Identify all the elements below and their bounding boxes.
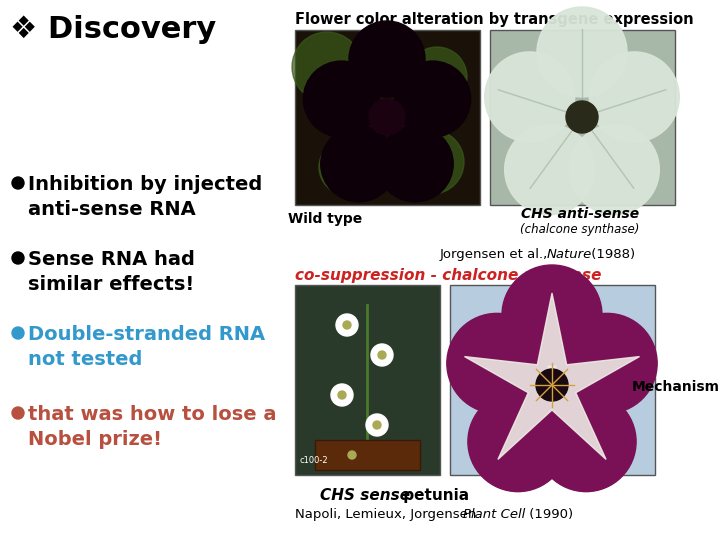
Circle shape — [377, 126, 453, 202]
Text: Nature: Nature — [547, 248, 593, 261]
Circle shape — [371, 344, 393, 366]
Circle shape — [505, 125, 595, 214]
Circle shape — [407, 47, 467, 107]
Circle shape — [338, 391, 346, 399]
Text: Mechanism?: Mechanism? — [632, 380, 720, 394]
Text: ❖ Discovery: ❖ Discovery — [10, 15, 216, 44]
Text: (chalcone synthase): (chalcone synthase) — [521, 223, 639, 236]
Circle shape — [369, 99, 405, 135]
Circle shape — [373, 421, 381, 429]
Circle shape — [536, 392, 636, 491]
Circle shape — [336, 314, 358, 336]
Bar — [295, 30, 480, 205]
Bar — [490, 30, 675, 205]
Circle shape — [12, 177, 24, 189]
Circle shape — [348, 451, 356, 459]
Text: Flower color alteration by transgene expression: Flower color alteration by transgene exp… — [295, 12, 693, 27]
Circle shape — [570, 125, 660, 214]
Text: Inhibition by injected
anti-sense RNA: Inhibition by injected anti-sense RNA — [28, 175, 262, 219]
Circle shape — [557, 313, 657, 413]
Text: CHS sense: CHS sense — [320, 488, 410, 503]
Circle shape — [12, 407, 24, 419]
Text: Plant Cell: Plant Cell — [463, 508, 526, 521]
Polygon shape — [464, 293, 639, 460]
Circle shape — [536, 369, 568, 401]
Text: Napoli, Lemieux, Jorgensen.: Napoli, Lemieux, Jorgensen. — [295, 508, 485, 521]
Text: Double-stranded RNA
not tested: Double-stranded RNA not tested — [28, 325, 265, 369]
Circle shape — [12, 327, 24, 339]
Circle shape — [292, 32, 362, 102]
Circle shape — [395, 61, 471, 137]
Circle shape — [566, 101, 598, 133]
Circle shape — [341, 444, 363, 466]
Circle shape — [349, 21, 425, 97]
Circle shape — [447, 313, 546, 413]
Circle shape — [485, 52, 575, 142]
Text: c100-2: c100-2 — [300, 456, 328, 465]
Text: co-suppression - chalcone synthase: co-suppression - chalcone synthase — [295, 268, 601, 283]
Circle shape — [468, 392, 568, 491]
Text: Sense RNA had
similar effects!: Sense RNA had similar effects! — [28, 250, 195, 294]
Bar — [315, 440, 420, 470]
Bar — [295, 285, 440, 475]
Circle shape — [319, 139, 375, 195]
Text: Wild type: Wild type — [288, 212, 362, 226]
Bar — [450, 285, 655, 475]
Circle shape — [321, 126, 397, 202]
Text: (1990): (1990) — [525, 508, 573, 521]
Circle shape — [502, 265, 602, 365]
Circle shape — [400, 130, 464, 194]
Circle shape — [589, 52, 679, 142]
Circle shape — [331, 384, 353, 406]
Text: (1988): (1988) — [587, 248, 635, 261]
Circle shape — [343, 321, 351, 329]
Circle shape — [12, 252, 24, 264]
Text: petunia: petunia — [398, 488, 469, 503]
Text: that was how to lose a
Nobel prize!: that was how to lose a Nobel prize! — [28, 405, 276, 449]
Circle shape — [378, 351, 386, 359]
Circle shape — [366, 414, 388, 436]
Text: Jorgensen et al.,: Jorgensen et al., — [440, 248, 552, 261]
Circle shape — [303, 61, 379, 137]
Circle shape — [537, 7, 627, 97]
Text: CHS anti-sense: CHS anti-sense — [521, 207, 639, 221]
